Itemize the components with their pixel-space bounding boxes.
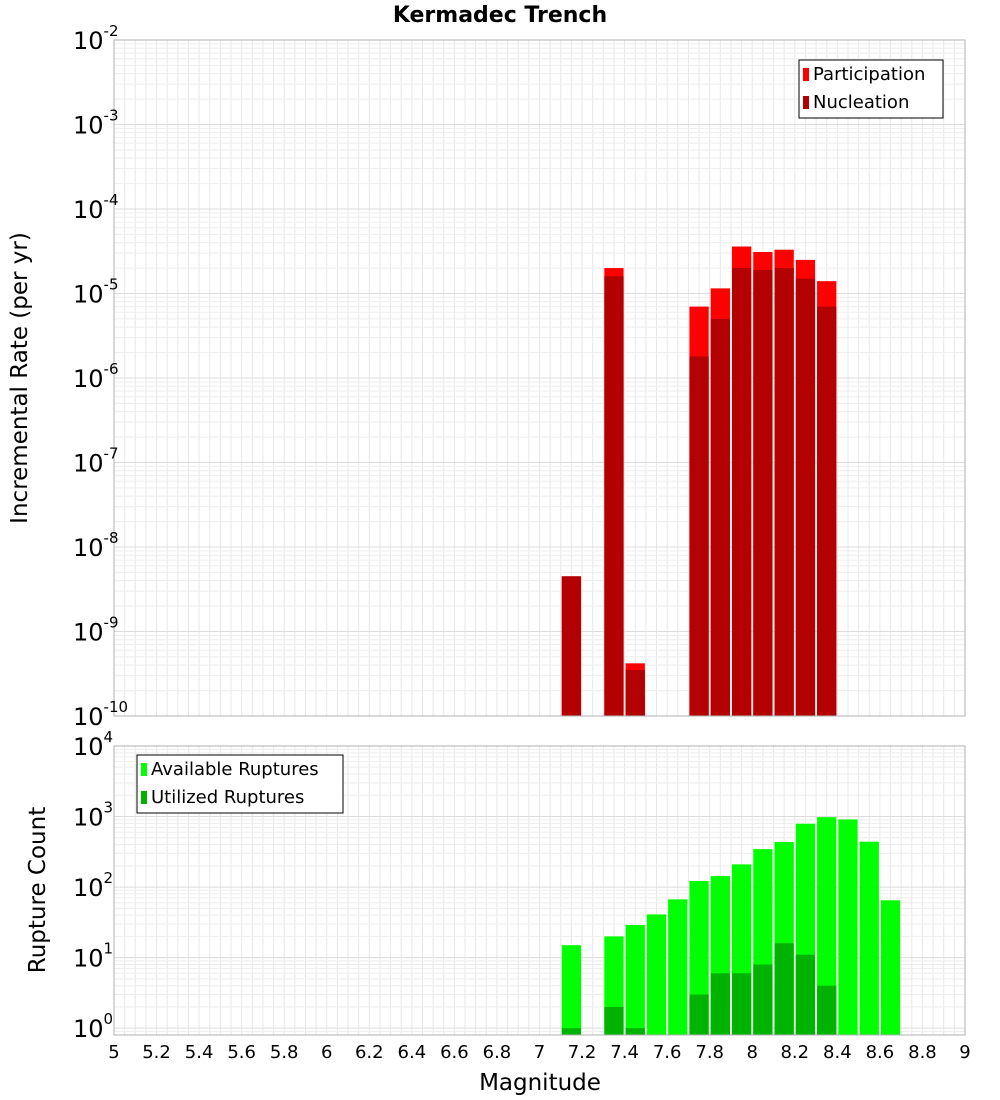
top-legend-box bbox=[798, 59, 944, 119]
x-tick-label: 5.6 bbox=[227, 1042, 256, 1063]
x-tick-label: 5.4 bbox=[185, 1042, 214, 1063]
top-y-tick-label: 10-2 bbox=[73, 22, 119, 55]
x-tick-label: 8 bbox=[747, 1042, 758, 1063]
bottom-bar-available-ruptures bbox=[859, 841, 879, 1035]
legend-label-available-ruptures: Available Ruptures bbox=[151, 759, 319, 780]
top-bar-nucleation bbox=[710, 318, 730, 716]
bottom-y-tick-label: 101 bbox=[73, 940, 113, 973]
top-bar-nucleation bbox=[774, 268, 794, 716]
bottom-y-tick-label: 102 bbox=[73, 869, 113, 902]
bottom-bar-utilized-ruptures bbox=[710, 973, 730, 1035]
top-grid bbox=[113, 39, 966, 717]
bottom-plot-frame bbox=[113, 745, 966, 1036]
x-tick-label: 5 bbox=[108, 1042, 119, 1063]
top-y-tick-label: 10-9 bbox=[73, 614, 119, 647]
x-tick-label: 5.2 bbox=[142, 1042, 171, 1063]
top-bar-nucleation bbox=[731, 268, 752, 716]
x-tick-label: 7.4 bbox=[610, 1042, 639, 1063]
x-tick-label: 6.4 bbox=[398, 1042, 427, 1063]
top-bar-nucleation bbox=[753, 269, 773, 716]
legend-swatch-participation bbox=[803, 68, 809, 81]
bottom-bar-utilized-ruptures bbox=[625, 1028, 645, 1035]
bottom-bar-available-ruptures bbox=[817, 817, 837, 1035]
top-bar-nucleation bbox=[561, 576, 582, 716]
bottom-bar-available-ruptures bbox=[668, 899, 688, 1035]
top-bar-nucleation bbox=[817, 306, 837, 716]
x-tick-label: 8.6 bbox=[866, 1042, 895, 1063]
top-legend: Participation Nucleation bbox=[798, 59, 944, 119]
bottom-y-tick-label: 104 bbox=[73, 728, 113, 761]
bottom-bar-utilized-ruptures bbox=[774, 943, 794, 1035]
x-tick-label: 7.2 bbox=[568, 1042, 597, 1063]
top-bars bbox=[561, 246, 837, 717]
x-tick-label: 8.2 bbox=[780, 1042, 809, 1063]
bottom-legend-box bbox=[136, 754, 344, 814]
bottom-bar-utilized-ruptures bbox=[604, 1006, 624, 1035]
top-bar-nucleation bbox=[625, 670, 645, 716]
legend-label-nucleation: Nucleation bbox=[813, 92, 909, 113]
x-tick-label: 6 bbox=[321, 1042, 332, 1063]
top-y-tick-label: 10-3 bbox=[73, 107, 119, 140]
x-ticks: 5 5.2 5.4 5.6 5.8 6 6.2 6.4 6.6 6.8 7 7.2 7.4 7.6 7.8 8… bbox=[108, 1042, 970, 1063]
top-y-ticks: 10-2 10-3 10-4 10-5 10-6 10-7 10-8 10-9 10-10 bbox=[73, 22, 128, 731]
x-tick-label: 7 bbox=[534, 1042, 545, 1063]
bottom-y-axis-label: Rupture Count bbox=[25, 807, 51, 973]
bottom-bar-utilized-ruptures bbox=[561, 1028, 582, 1035]
bottom-y-tick-label: 100 bbox=[73, 1010, 113, 1043]
top-y-axis-label: Incremental Rate (per yr) bbox=[7, 232, 33, 524]
top-bar-nucleation bbox=[604, 276, 624, 716]
chart-title: Kermadec Trench bbox=[393, 3, 607, 28]
bottom-bars bbox=[561, 817, 901, 1035]
x-tick-label: 8.4 bbox=[823, 1042, 852, 1063]
bottom-bar-utilized-ruptures bbox=[753, 964, 773, 1035]
x-tick-label: 6.2 bbox=[355, 1042, 384, 1063]
top-y-tick-label: 10-10 bbox=[73, 698, 128, 731]
top-y-tick-label: 10-5 bbox=[73, 276, 119, 309]
bottom-y-tick-label: 103 bbox=[73, 799, 113, 832]
bottom-y-ticks: 104 103 102 101 100 bbox=[73, 728, 113, 1043]
x-tick-label: 5.8 bbox=[270, 1042, 299, 1063]
top-y-tick-label: 10-4 bbox=[73, 191, 119, 224]
top-plot-frame bbox=[113, 39, 966, 717]
x-axis-label: Magnitude bbox=[479, 1070, 601, 1096]
bottom-bar-utilized-ruptures bbox=[817, 985, 837, 1035]
legend-swatch-utilized-ruptures bbox=[141, 791, 147, 804]
top-panel: 10-2 10-3 10-4 10-5 10-6 10-7 10-8 10-9 10-10 Par… bbox=[73, 22, 966, 731]
bottom-bar-available-ruptures bbox=[625, 925, 645, 1035]
x-tick-label: 6.6 bbox=[440, 1042, 469, 1063]
bottom-bar-available-ruptures bbox=[880, 900, 901, 1035]
top-y-tick-label: 10-6 bbox=[73, 360, 119, 393]
top-y-tick-label: 10-7 bbox=[73, 445, 119, 478]
bottom-legend: Available Ruptures Utilized Ruptures bbox=[136, 754, 344, 814]
legend-label-participation: Participation bbox=[813, 64, 925, 85]
bottom-panel: 104 103 102 101 100 Available Ruptures Utilize… bbox=[73, 728, 971, 1063]
bottom-bar-available-ruptures bbox=[838, 819, 858, 1035]
top-y-tick-label: 10-8 bbox=[73, 529, 119, 562]
bottom-bar-available-ruptures bbox=[646, 914, 667, 1035]
top-bar-nucleation bbox=[689, 356, 709, 716]
x-tick-label: 9 bbox=[959, 1042, 970, 1063]
bottom-bar-utilized-ruptures bbox=[795, 954, 816, 1035]
x-tick-label: 7.8 bbox=[695, 1042, 724, 1063]
legend-label-utilized-ruptures: Utilized Ruptures bbox=[151, 787, 304, 808]
bottom-bar-utilized-ruptures bbox=[731, 973, 752, 1035]
x-tick-label: 8.8 bbox=[908, 1042, 937, 1063]
legend-swatch-nucleation bbox=[803, 96, 809, 109]
x-tick-label: 7.6 bbox=[653, 1042, 682, 1063]
bottom-bar-available-ruptures bbox=[561, 945, 582, 1035]
legend-swatch-available-ruptures bbox=[141, 763, 147, 776]
top-bar-nucleation bbox=[795, 278, 816, 716]
bottom-bar-utilized-ruptures bbox=[689, 994, 709, 1035]
x-tick-label: 6.8 bbox=[483, 1042, 512, 1063]
